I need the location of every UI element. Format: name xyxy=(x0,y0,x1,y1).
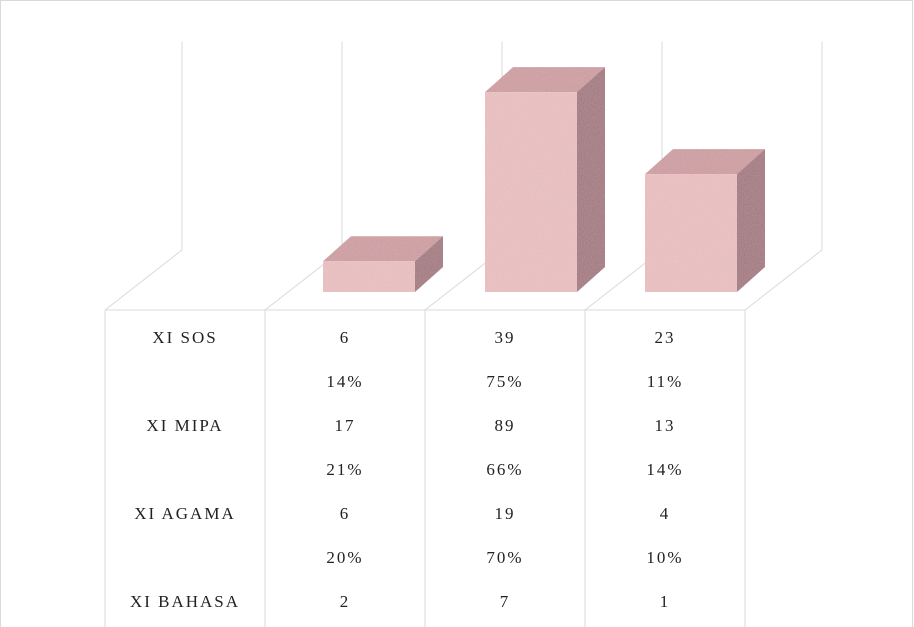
floor-line xyxy=(104,249,183,311)
table-cell: 14% xyxy=(646,460,683,479)
table-cell: 39 xyxy=(495,328,516,347)
bar-top xyxy=(323,236,443,262)
row-label: XI AGAMA xyxy=(134,504,235,523)
table-cell: 17 xyxy=(335,416,356,435)
row-label: XI SOS xyxy=(152,328,217,347)
table-cell: 66% xyxy=(486,460,523,479)
table-cell: 89 xyxy=(495,416,516,435)
table-cell: 1 xyxy=(660,592,671,611)
bar-top xyxy=(485,67,605,93)
table-cell: 13 xyxy=(655,416,676,435)
floor-line xyxy=(744,249,823,311)
bar xyxy=(645,174,737,292)
bar xyxy=(323,261,415,292)
table-cell: 6 xyxy=(340,328,351,347)
bar xyxy=(485,92,577,292)
table-cell: 10% xyxy=(646,548,683,567)
row-label: XI MIPA xyxy=(146,416,223,435)
bar-top xyxy=(645,149,765,175)
table-cell: 75% xyxy=(486,372,523,391)
table-cell: 7 xyxy=(500,592,511,611)
row-label: XI BAHASA xyxy=(130,592,240,611)
table-cell: 6 xyxy=(340,504,351,523)
table-cell: 2 xyxy=(340,592,351,611)
table-cell: 20% xyxy=(326,548,363,567)
bar-side xyxy=(737,149,765,292)
table-cell: 70% xyxy=(486,548,523,567)
bar-side xyxy=(415,236,443,292)
table-cell: 4 xyxy=(660,504,671,523)
table-cell: 14% xyxy=(326,372,363,391)
table-cell: 11% xyxy=(647,372,684,391)
table-cell: 19 xyxy=(495,504,516,523)
bar-side xyxy=(577,67,605,292)
table-cell: 21% xyxy=(326,460,363,479)
table-cell: 23 xyxy=(655,328,676,347)
